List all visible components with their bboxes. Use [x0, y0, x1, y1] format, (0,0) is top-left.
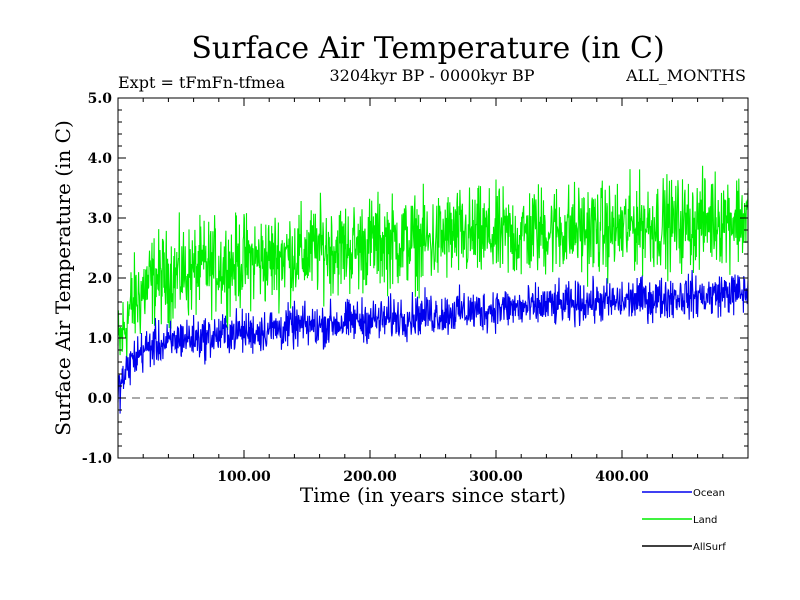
time-range-label: 3204kyr BP - 0000kyr BP — [330, 66, 535, 85]
x-tick-label: 200.00 — [343, 469, 397, 485]
legend-label-allsurf: AllSurf — [693, 542, 726, 553]
x-axis-label: Time (in years since start) — [300, 483, 566, 507]
legend: Ocean Land AllSurf — [642, 488, 726, 553]
legend-label-ocean: Ocean — [693, 488, 725, 499]
y-tick-label: -1.0 — [82, 451, 112, 467]
plot-frame — [117, 97, 749, 459]
series-land — [117, 165, 749, 363]
x-tick-label: 100.00 — [217, 469, 271, 485]
x-axis: 100.00 200.00 300.00 400.00 — [142, 98, 724, 485]
legend-label-land: Land — [693, 515, 717, 526]
months-label: ALL_MONTHS — [625, 66, 746, 85]
series-ocean — [117, 269, 749, 414]
y-tick-label: 1.0 — [88, 331, 113, 347]
y-tick-label: 2.0 — [88, 271, 113, 287]
y-tick-label: 0.0 — [88, 391, 113, 407]
chart-title: Surface Air Temperature (in C) — [191, 31, 664, 66]
y-tick-label: 3.0 — [88, 211, 113, 227]
y-axis: -1.0 0.0 1.0 2.0 3.0 4.0 5.0 — [82, 91, 748, 467]
experiment-label: Expt = tFmFn-tfmea — [118, 73, 285, 92]
y-tick-label: 5.0 — [88, 91, 113, 107]
y-axis-label: Surface Air Temperature (in C) — [51, 120, 75, 436]
x-tick-label: 400.00 — [595, 469, 649, 485]
x-tick-label: 300.00 — [469, 469, 523, 485]
y-tick-label: 4.0 — [88, 151, 113, 167]
plot-series — [117, 165, 749, 414]
